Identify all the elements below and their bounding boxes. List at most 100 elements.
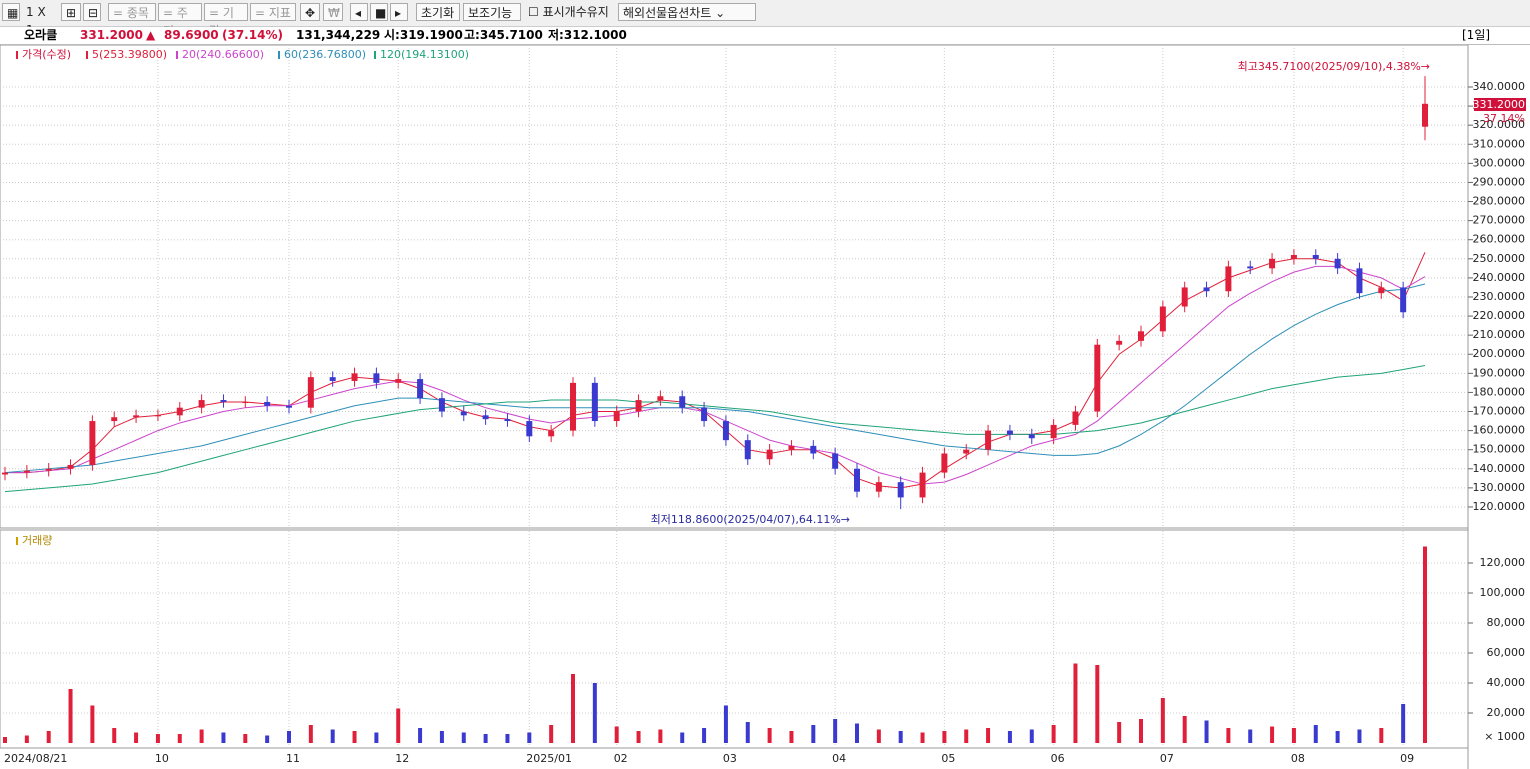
volume-bar — [1204, 720, 1209, 743]
volume: 131,344,229 — [296, 28, 381, 42]
volume-bar — [439, 731, 444, 743]
volume-bar — [221, 732, 226, 743]
y-tick-label: 280.0000 — [1473, 195, 1526, 208]
volume-bar — [1379, 728, 1384, 743]
x-tick-label: 2024/08/21 — [4, 752, 67, 765]
volume-bar — [1095, 665, 1100, 743]
y-tick-label: 150.0000 — [1473, 443, 1526, 456]
volume-title: 거래량 — [22, 534, 52, 547]
volume-bar — [1291, 728, 1296, 743]
legend-title: 가격(수정) — [22, 48, 71, 61]
grid-button[interactable]: ▦ — [2, 3, 20, 21]
interval[interactable]: [1일] — [1462, 28, 1491, 42]
candle-body — [351, 373, 358, 381]
candle-body — [1334, 258, 1341, 269]
candle-body — [111, 417, 118, 422]
keep-count-checkbox[interactable]: ☐ 표시개수유지 — [528, 5, 609, 19]
y-tick-label: 290.0000 — [1473, 175, 1526, 188]
won-button[interactable]: ₩ — [323, 3, 343, 21]
high: 고:345.7100 — [464, 28, 543, 42]
candle-body — [23, 470, 30, 473]
candle-body — [373, 373, 380, 383]
volume-bar — [46, 731, 51, 743]
y-tick-label: 340.0000 — [1473, 80, 1526, 93]
move-button[interactable]: ✥ — [300, 3, 320, 21]
candle-body — [1116, 340, 1123, 345]
volume-bar — [1182, 716, 1187, 743]
price: 331.2000 — [80, 28, 144, 42]
y-tick-label: 180.0000 — [1473, 385, 1526, 398]
next-button[interactable]: ▸ — [390, 3, 408, 21]
x-tick-label: 09 — [1400, 752, 1414, 765]
high-annotation: 최고345.7100(2025/09/10),4.38%→ — [1238, 60, 1430, 73]
indicator-button[interactable]: = 지표 — [250, 3, 296, 21]
volume-bar — [680, 732, 685, 743]
y-tick-label: 320.0000 — [1473, 118, 1526, 131]
range-button[interactable]: = 기간 — [204, 3, 248, 38]
candle-body — [67, 464, 74, 469]
volume-bar — [1335, 731, 1340, 743]
volume-bar — [308, 725, 313, 743]
volume-bar — [24, 735, 29, 743]
volume-bar — [483, 734, 488, 743]
y-tick-label: 240.0000 — [1473, 271, 1526, 284]
candle-body — [2, 472, 8, 475]
x-tick-label: 2025/01 — [526, 752, 572, 765]
y-tick-label: 260.0000 — [1473, 233, 1526, 246]
layout-label[interactable]: 1 X 1 — [26, 5, 46, 37]
candle-body — [766, 449, 773, 460]
volume-bar — [527, 732, 532, 743]
aux-button[interactable]: 보조기능 — [463, 3, 521, 21]
low-annotation: 최저118.8600(2025/04/07),64.11%→ — [651, 513, 850, 526]
legend-marker — [374, 51, 376, 59]
volume-legend-marker — [16, 537, 18, 545]
last-change: 37.14% — [1483, 112, 1525, 125]
volume-bar — [1423, 546, 1427, 743]
x-tick-label: 11 — [286, 752, 300, 765]
candle-body — [417, 379, 424, 399]
candle-body — [1290, 254, 1297, 259]
y-tick-label: 250.0000 — [1473, 252, 1526, 265]
moving-average — [4, 283, 1426, 474]
candle-body — [832, 453, 839, 469]
item-button[interactable]: = 종목 — [108, 3, 156, 21]
reset-button[interactable]: 초기화 — [416, 3, 460, 21]
volume-bar — [614, 726, 619, 743]
y-tick-label: 20,000 — [1487, 706, 1526, 719]
volume-bar — [964, 729, 969, 743]
candle-body — [963, 449, 970, 454]
candle-body — [1312, 254, 1319, 259]
volume-bar — [942, 731, 947, 743]
moving-average — [5, 265, 1426, 485]
candle-body — [329, 377, 336, 381]
legend-marker — [16, 51, 18, 59]
volume-bar — [374, 732, 379, 743]
x-tick-label: 10 — [155, 752, 169, 765]
overseas-dropdown[interactable]: 해외선물옵션차트 ⌄ — [618, 3, 756, 21]
candle-body — [1006, 430, 1013, 435]
prev-button[interactable]: ◂ — [350, 3, 368, 21]
volume-bar — [811, 725, 816, 743]
legend-marker — [278, 51, 280, 59]
candle-body — [722, 421, 729, 441]
candle-body — [1269, 258, 1276, 269]
toolbar: ▦ 1 X 1 ⊞ ⊟ = 종목 = 주기 = 기간 = 지표 ✥ ₩ ◂ ■ … — [0, 0, 1530, 38]
candle-body — [985, 430, 992, 450]
y-tick-label: 220.0000 — [1473, 309, 1526, 322]
candle-body — [526, 421, 533, 437]
volume-bar — [592, 683, 597, 743]
stop-button[interactable]: ■ — [370, 3, 388, 21]
period-button[interactable]: = 주기 — [158, 3, 202, 38]
candle-body — [701, 407, 708, 422]
volume-bar — [418, 728, 423, 743]
candle-body — [875, 482, 882, 492]
candle-body — [1138, 331, 1144, 341]
layout-button[interactable]: ⊞ — [61, 3, 81, 21]
volume-bar — [1007, 731, 1012, 743]
legend-label: 60(236.76800) — [284, 48, 366, 61]
volume-bar — [833, 719, 838, 743]
y-tick-label: 80,000 — [1487, 616, 1526, 629]
y-tick-label: 120.0000 — [1473, 500, 1526, 513]
table-button[interactable]: ⊟ — [83, 3, 101, 21]
